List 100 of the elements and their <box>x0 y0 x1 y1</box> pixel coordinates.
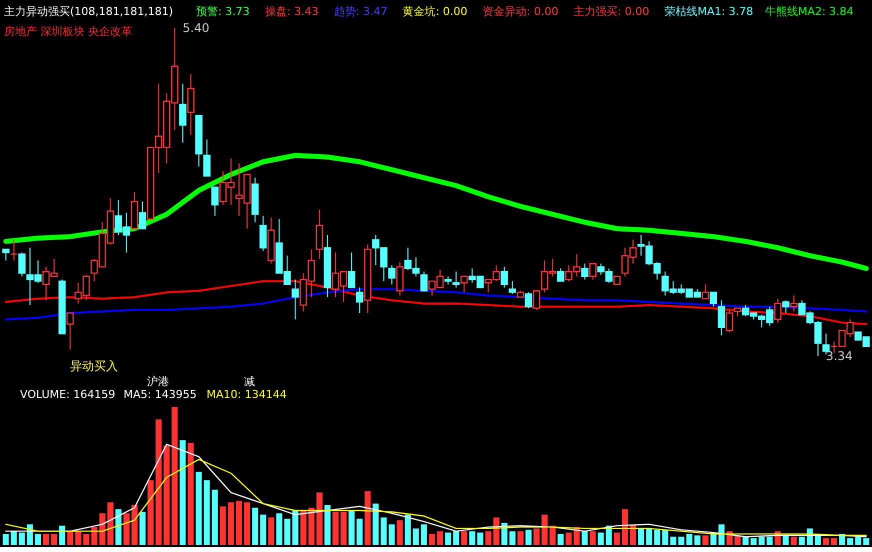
bar <box>654 530 660 545</box>
bar <box>380 517 387 545</box>
bar <box>364 491 371 545</box>
bar <box>453 531 460 545</box>
bar <box>131 504 138 545</box>
text: 沪港 <box>147 375 169 388</box>
bar <box>75 531 82 545</box>
candlestick <box>203 138 210 177</box>
bar <box>525 530 532 545</box>
bar <box>485 531 492 545</box>
bar <box>228 502 234 545</box>
bar <box>566 532 572 545</box>
bar <box>292 510 298 545</box>
bar <box>212 490 218 545</box>
bar <box>180 440 186 545</box>
bar <box>148 480 154 545</box>
candlestick <box>726 309 734 333</box>
bar <box>533 528 540 545</box>
candlestick <box>782 300 790 314</box>
bar <box>220 506 226 545</box>
bar <box>477 532 484 545</box>
bar <box>348 510 355 545</box>
bar <box>847 538 854 545</box>
bar <box>139 512 146 545</box>
bar <box>156 419 162 545</box>
bar <box>2 534 9 545</box>
bar <box>204 480 210 545</box>
bar <box>445 532 452 545</box>
candlestick <box>316 209 324 260</box>
bar <box>509 531 516 545</box>
bar <box>316 492 322 545</box>
candlestick <box>460 276 468 293</box>
candlestick <box>18 252 26 277</box>
bar <box>598 532 604 545</box>
candlestick <box>500 266 508 288</box>
bar <box>582 531 588 545</box>
bar <box>412 528 419 545</box>
candlestick <box>710 292 718 308</box>
bar <box>99 513 106 545</box>
annotation: 3.34 <box>826 349 853 363</box>
bar <box>91 527 98 545</box>
candlestick <box>790 294 798 312</box>
bar <box>694 535 700 545</box>
bar <box>517 531 524 545</box>
candlestick <box>557 268 564 282</box>
bar <box>268 517 274 545</box>
text: 黄金坑: 0.00 <box>402 5 468 18</box>
bar <box>252 508 258 545</box>
bar <box>686 534 692 545</box>
candlestick <box>2 248 10 261</box>
bar <box>372 504 379 545</box>
candlestick <box>348 252 356 288</box>
bar <box>758 536 765 545</box>
bar <box>718 524 724 545</box>
bar <box>750 538 757 545</box>
bar <box>276 513 282 545</box>
text: 趋势: 3.47 <box>334 5 388 18</box>
text: 异动买入 <box>70 359 118 373</box>
bar <box>332 512 339 545</box>
bar <box>308 508 314 545</box>
bar <box>614 532 620 545</box>
candlestick <box>718 300 726 336</box>
bar <box>590 531 596 545</box>
bar <box>863 538 870 545</box>
bar <box>196 472 202 545</box>
candlestick <box>10 239 18 261</box>
bar <box>244 502 250 545</box>
bar <box>284 518 290 545</box>
bar <box>388 524 395 545</box>
bar <box>831 538 838 545</box>
text: 主力强买: 0.00 <box>574 5 650 18</box>
bar <box>550 526 556 545</box>
bar <box>638 528 644 545</box>
candlestick <box>702 284 709 300</box>
bar <box>469 531 476 545</box>
candlestick <box>524 292 532 309</box>
bar <box>115 509 122 545</box>
text: 资金异动: 0.00 <box>482 5 558 18</box>
candlestick <box>452 271 460 288</box>
text: 预警: 3.73 <box>196 5 250 18</box>
bar <box>164 446 170 545</box>
candlestick <box>532 290 540 310</box>
candlestick <box>211 186 218 216</box>
candlestick <box>388 264 396 285</box>
bar <box>188 442 194 545</box>
bar <box>461 531 468 545</box>
bar <box>83 534 90 545</box>
text: MA5: 143955 <box>123 388 197 401</box>
bar <box>558 534 564 545</box>
candlestick <box>138 201 146 230</box>
text: VOLUME: 164159 <box>20 388 116 401</box>
bar <box>404 514 411 545</box>
bar <box>260 514 266 545</box>
bar <box>324 504 330 545</box>
bar <box>107 502 114 545</box>
bar <box>662 530 668 545</box>
bar <box>782 535 789 545</box>
text: MA10: 134144 <box>206 388 287 401</box>
bar <box>742 536 749 545</box>
bar <box>702 535 708 545</box>
